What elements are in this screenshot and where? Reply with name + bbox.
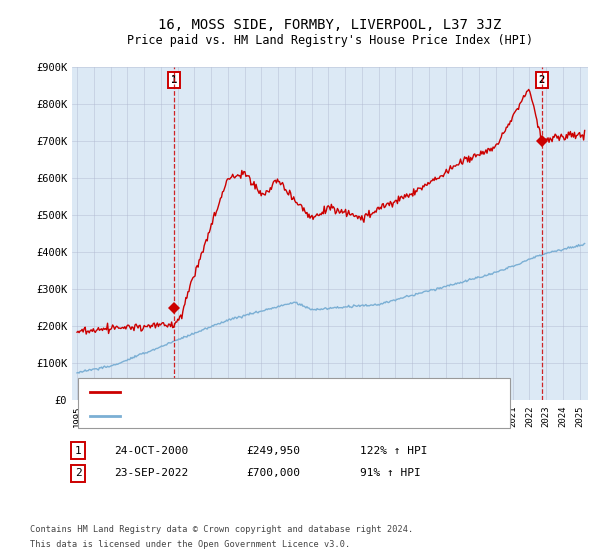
Text: 23-SEP-2022: 23-SEP-2022: [114, 468, 188, 478]
Text: £249,950: £249,950: [246, 446, 300, 456]
Text: This data is licensed under the Open Government Licence v3.0.: This data is licensed under the Open Gov…: [30, 540, 350, 549]
Text: 2: 2: [538, 75, 545, 85]
Text: 24-OCT-2000: 24-OCT-2000: [114, 446, 188, 456]
Text: 16, MOSS SIDE, FORMBY, LIVERPOOL, L37 3JZ (detached house): 16, MOSS SIDE, FORMBY, LIVERPOOL, L37 3J…: [129, 387, 470, 397]
Text: HPI: Average price, detached house, Sefton: HPI: Average price, detached house, Seft…: [129, 411, 376, 421]
Text: 122% ↑ HPI: 122% ↑ HPI: [360, 446, 427, 456]
Text: 91% ↑ HPI: 91% ↑ HPI: [360, 468, 421, 478]
Text: Price paid vs. HM Land Registry's House Price Index (HPI): Price paid vs. HM Land Registry's House …: [127, 34, 533, 47]
Text: 1: 1: [171, 75, 178, 85]
Text: 16, MOSS SIDE, FORMBY, LIVERPOOL, L37 3JZ: 16, MOSS SIDE, FORMBY, LIVERPOOL, L37 3J…: [158, 18, 502, 32]
Text: 1: 1: [74, 446, 82, 456]
Text: Contains HM Land Registry data © Crown copyright and database right 2024.: Contains HM Land Registry data © Crown c…: [30, 525, 413, 534]
Text: 2: 2: [74, 468, 82, 478]
Text: £700,000: £700,000: [246, 468, 300, 478]
